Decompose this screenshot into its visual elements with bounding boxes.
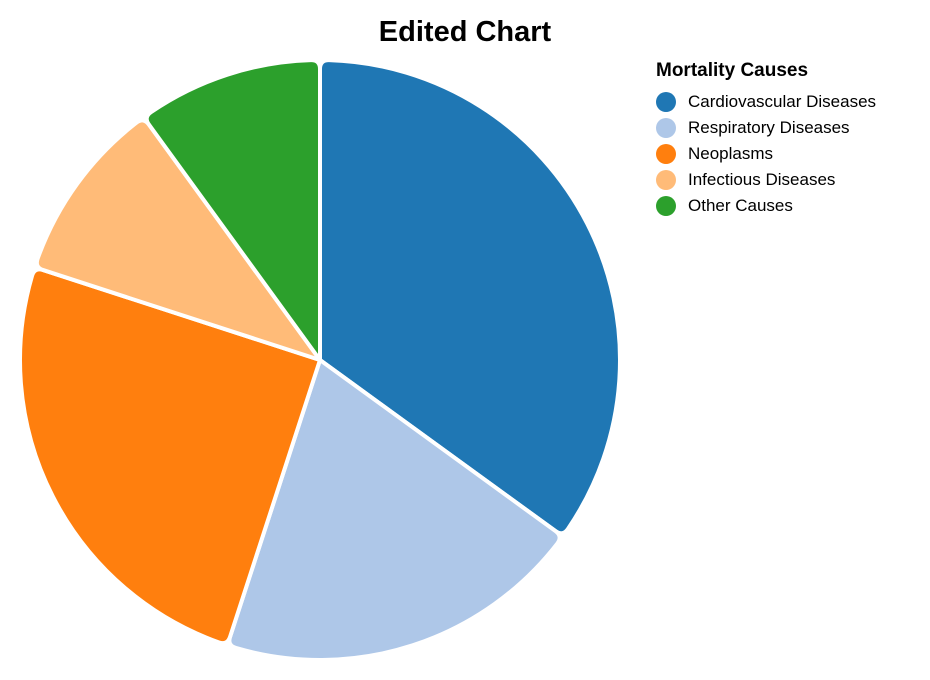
pie-slices (18, 58, 622, 662)
legend-label: Other Causes (688, 196, 793, 215)
pie-slice-cardiovascular-diseases (318, 58, 622, 536)
pie-slice-neoplasms (18, 267, 322, 646)
pie-slice-respiratory-diseases (227, 358, 562, 662)
legend-swatch (656, 118, 676, 138)
legend-item: Cardiovascular Diseases (656, 89, 876, 115)
legend-item: Neoplasms (656, 141, 876, 167)
legend: Mortality Causes Cardiovascular Diseases… (656, 60, 876, 219)
legend-title: Mortality Causes (656, 60, 809, 81)
pie-slice-infectious-diseases (34, 118, 322, 362)
legend-label: Cardiovascular Diseases (688, 92, 877, 111)
pie-slice-other-causes (144, 58, 322, 362)
legend-label: Infectious Diseases (688, 170, 836, 189)
legend-swatch (656, 144, 676, 164)
legend-items: Cardiovascular Diseases Respiratory Disea… (656, 89, 876, 219)
legend-item: Infectious Diseases (656, 167, 876, 193)
legend-label: Respiratory Diseases (688, 118, 850, 137)
chart-title: Edited Chart (378, 16, 552, 48)
legend-item: Other Causes (656, 193, 876, 219)
legend-swatch (656, 196, 676, 216)
legend-label: Neoplasms (688, 144, 774, 163)
legend-item: Respiratory Diseases (656, 115, 876, 141)
legend-swatch (656, 170, 676, 190)
legend-swatch (656, 92, 676, 112)
